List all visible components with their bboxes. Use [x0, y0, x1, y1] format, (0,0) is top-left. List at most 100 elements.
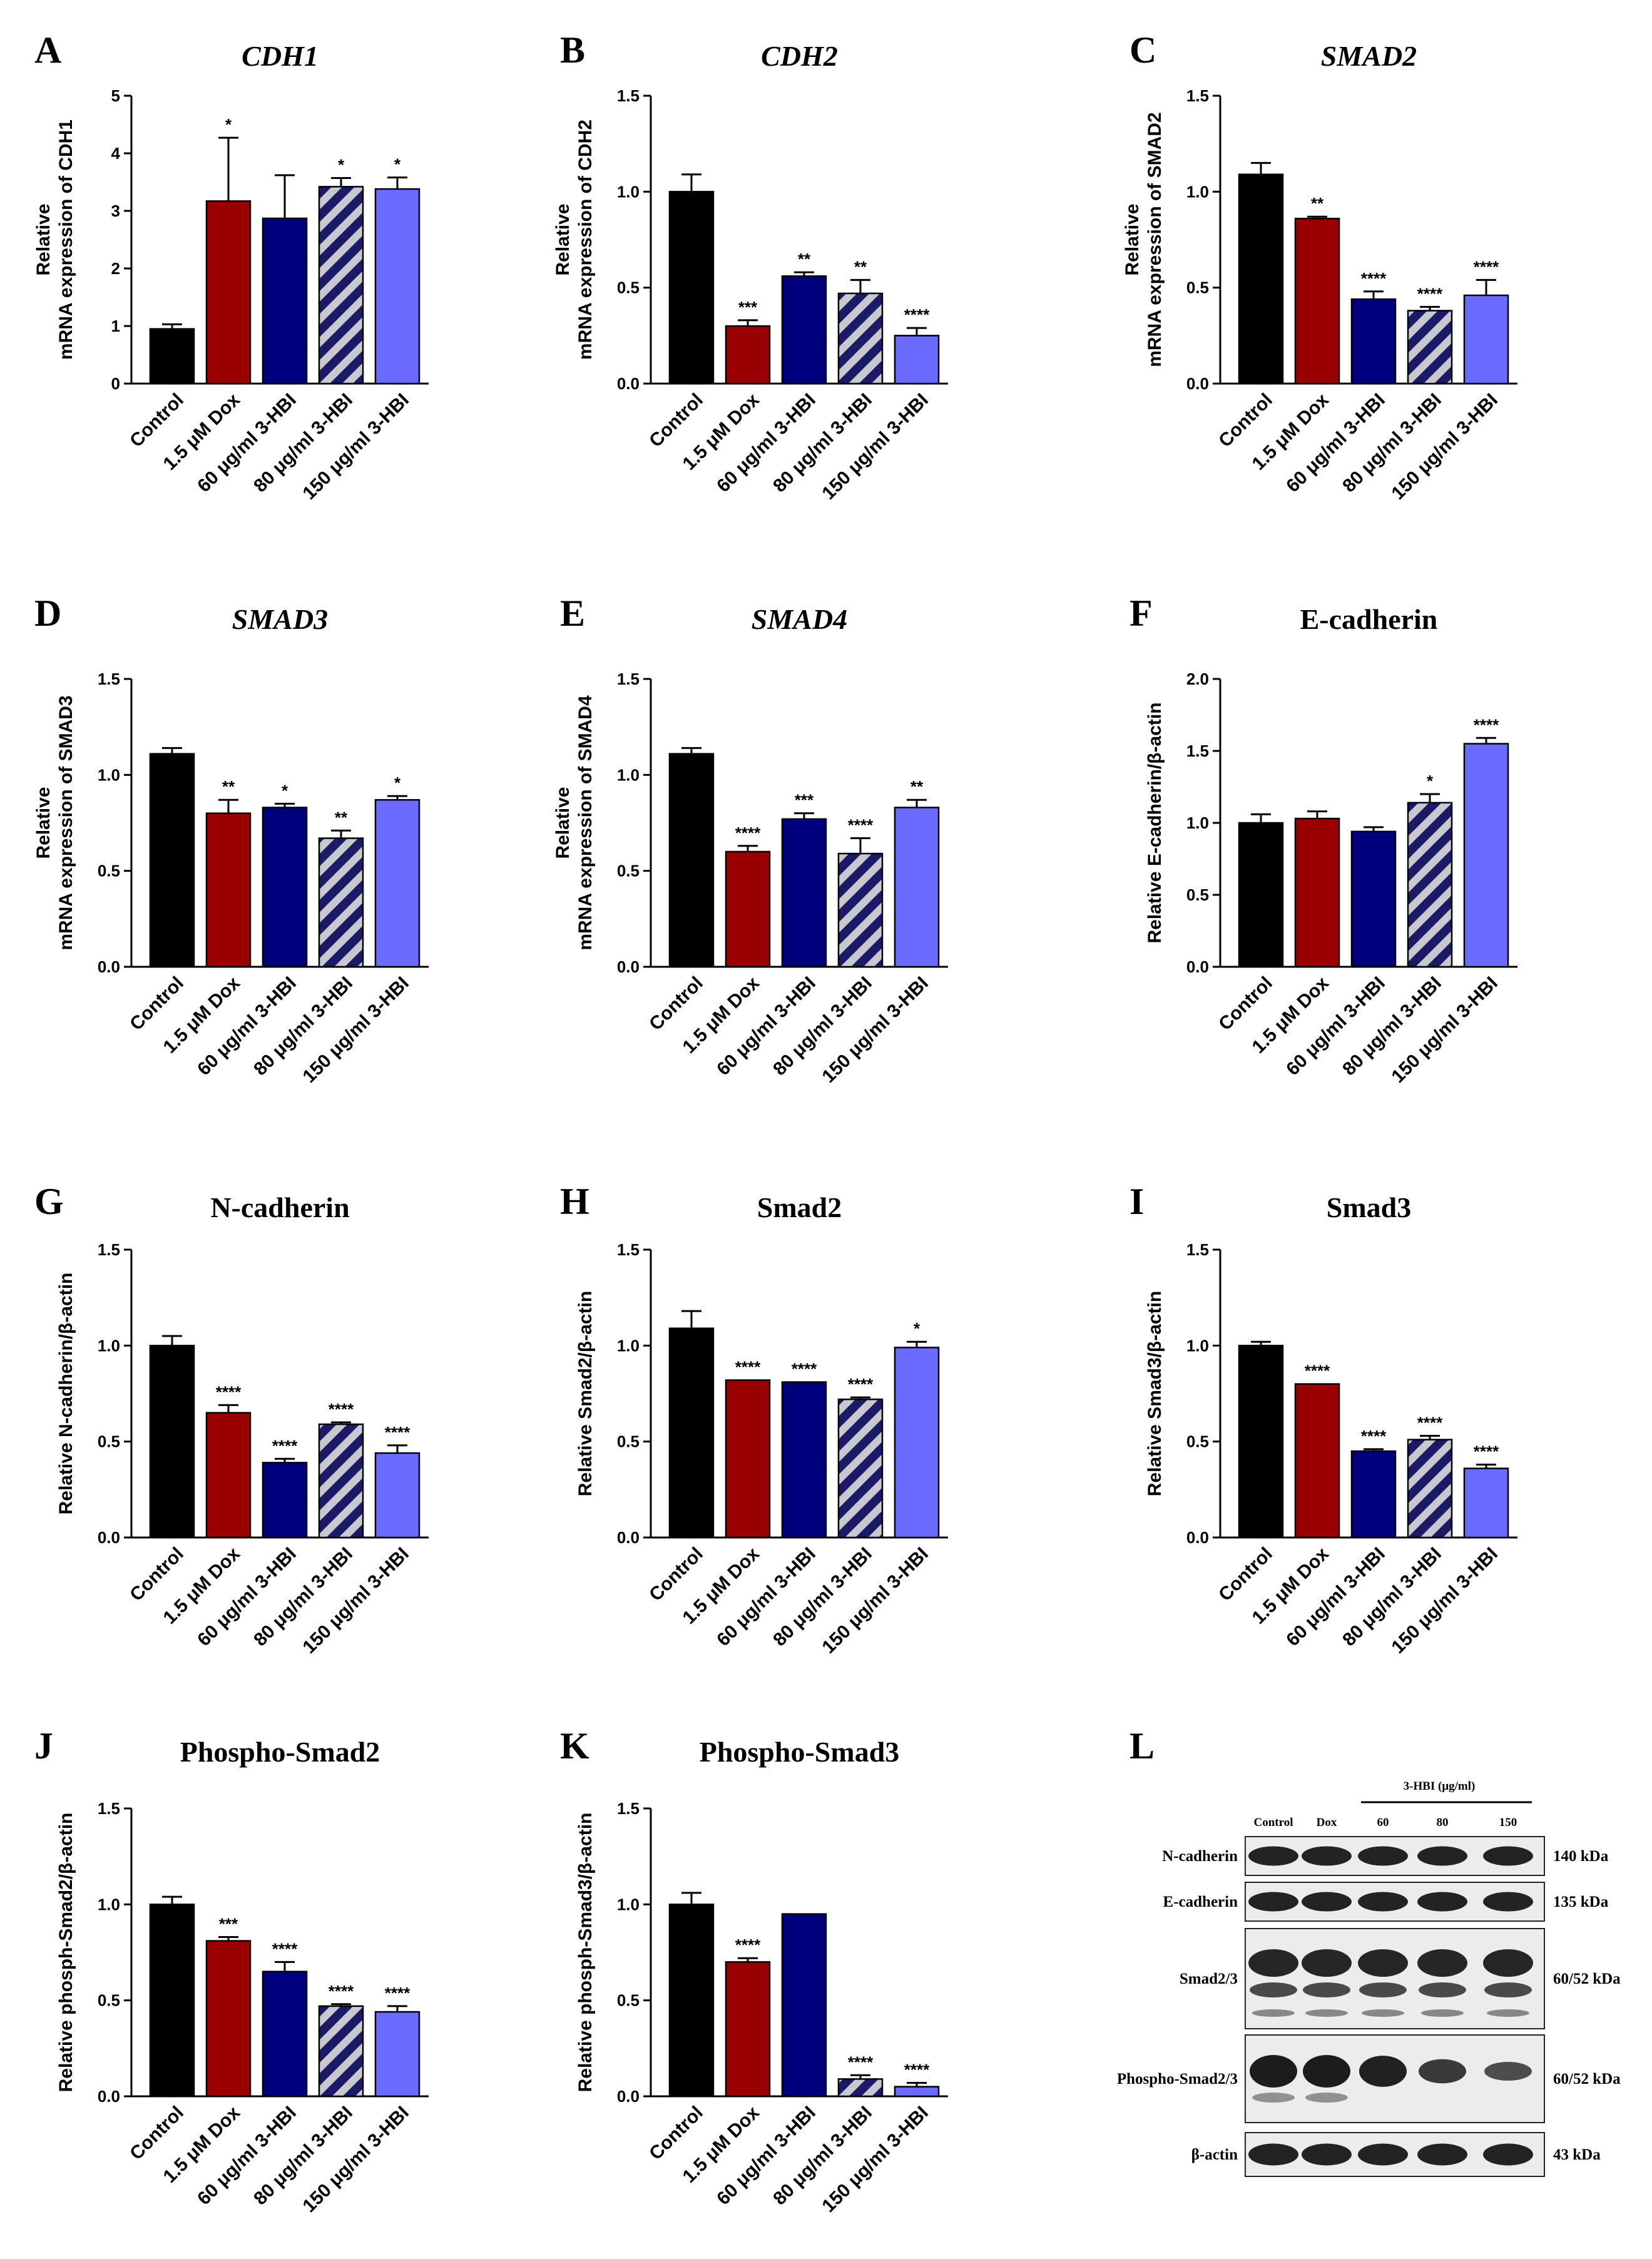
bar-dox — [725, 325, 771, 385]
blot-band — [1417, 1949, 1467, 1977]
chart-title: Smad2 — [757, 1191, 842, 1223]
y-axis-label: Relative N-cadherin/β-actin — [56, 1273, 76, 1515]
x-category-label: 80 μg/ml 3-HBI — [1338, 973, 1446, 1080]
panel-letter: L — [1129, 1725, 1155, 1767]
lane-label: Control — [1254, 1816, 1293, 1829]
y-tick-label: 1.5 — [98, 1799, 120, 1818]
significance-label: ** — [222, 777, 235, 796]
blot-kda-label: 60/52 kDa — [1553, 2071, 1621, 2088]
bar-dox — [1294, 1383, 1340, 1539]
y-axis-label: Relative Smad3/β-actin — [1145, 1291, 1165, 1496]
western-blot-panel: L 3-HBI (μg/ml) Control Dox 60 80 150 N-cadheri… — [1117, 1725, 1621, 2177]
blot-band — [1302, 1846, 1352, 1866]
panel-letter: F — [1129, 593, 1153, 634]
y-tick-label: 0.5 — [98, 862, 120, 880]
significance-label: **** — [848, 816, 874, 835]
y-axis-label: Relative phosph-Smad2/β-actin — [56, 1813, 76, 2093]
significance-label: **** — [904, 2061, 930, 2079]
significance-label: **** — [792, 1360, 817, 1379]
bar-hbi80 — [837, 2078, 884, 2098]
y-axis-label: mRNA expression of SMAD4 — [575, 695, 596, 951]
bar-control — [1238, 1345, 1284, 1539]
chart-title: SMAD4 — [752, 603, 847, 635]
y-tick-label: 1.0 — [617, 765, 640, 784]
bar-hbi80 — [837, 852, 884, 968]
chart-panel-f: F E-cadherin 0.0 0.5 1.0 1.5 2.0 Relative E-cad… — [1129, 593, 1517, 1087]
bar-control — [1238, 822, 1284, 968]
y-axis-label: Relative — [553, 203, 573, 275]
significance-label: **** — [904, 305, 930, 324]
bar-control — [668, 1904, 715, 2098]
chart-panel-a: A CDH1 0 1 2 3 4 5 Relative mRNA expression of CD… — [33, 29, 429, 504]
blot-band — [1417, 1846, 1467, 1866]
blot-band — [1302, 1949, 1352, 1977]
bar-hbi60 — [262, 1971, 308, 2098]
significance-label: ** — [910, 777, 924, 796]
bar-control — [149, 1904, 195, 2098]
blot-band — [1419, 1982, 1466, 1997]
significance-label: **** — [1361, 269, 1387, 288]
blot-band — [1483, 1949, 1533, 1977]
y-tick-label: 1.0 — [1186, 1336, 1209, 1355]
blot-band — [1484, 2062, 1532, 2081]
y-tick-label: 1.5 — [617, 670, 640, 688]
x-category-label: 60 μg/ml 3-HBI — [1282, 973, 1389, 1080]
panel-letter: D — [34, 593, 61, 634]
chart-title: N-cadherin — [210, 1191, 349, 1223]
x-category-label: 80 μg/ml 3-HBI — [250, 973, 357, 1080]
panel-letter: K — [560, 1725, 589, 1767]
blot-band — [1362, 2009, 1404, 2017]
bar-hbi60 — [781, 818, 827, 968]
significance-label: ** — [1311, 194, 1324, 213]
blot-kda-label: 60/52 kDa — [1553, 1971, 1621, 1987]
x-category-label: 150 μg/ml 3-HBI — [1387, 973, 1501, 1087]
y-tick-label: 1.5 — [617, 86, 640, 105]
blot-band — [1483, 1846, 1533, 1866]
y-tick-label: 0.5 — [617, 862, 640, 880]
blot-band — [1358, 2143, 1408, 2166]
bar-hbi60 — [262, 807, 308, 968]
panel-letter: A — [34, 29, 61, 71]
bar-dox — [725, 1379, 771, 1539]
significance-label: **** — [1361, 1427, 1387, 1446]
y-axis-label: mRNA expression of CDH1 — [56, 120, 76, 360]
x-category-label: 60 μg/ml 3-HBI — [713, 2103, 820, 2210]
bar-hbi150 — [1463, 743, 1509, 968]
chart-title: E-cadherin — [1300, 603, 1438, 635]
bar-hbi60 — [1350, 1450, 1397, 1539]
bar-control — [668, 191, 715, 385]
blot-kda-label: 43 kDa — [1553, 2146, 1601, 2163]
chart-panel-j: J Phospho-Smad2 0.0 0.5 1.0 1.5 Relative phosp… — [34, 1725, 429, 2216]
panel-letter: B — [560, 29, 585, 71]
y-tick-label: 0.0 — [617, 2087, 640, 2106]
y-tick-label: 1.5 — [1186, 742, 1209, 760]
y-tick-label: 1.0 — [617, 182, 640, 201]
y-tick-label: 0.0 — [98, 957, 120, 976]
y-tick-label: 1.5 — [617, 1799, 640, 1818]
x-category-label: 80 μg/ml 3-HBI — [250, 1544, 357, 1651]
y-tick-label: 1.0 — [98, 1895, 120, 1914]
y-tick-label: 1.5 — [98, 670, 120, 688]
x-category-label: 80 μg/ml 3-HBI — [1338, 1544, 1446, 1651]
y-tick-label: 0.0 — [1186, 374, 1209, 393]
y-tick-label: 0.0 — [98, 1528, 120, 1547]
y-axis-label: mRNA expression of CDH2 — [575, 120, 596, 360]
significance-label: * — [394, 155, 401, 174]
lane-group-label: 3-HBI (μg/ml) — [1404, 1780, 1476, 1793]
x-category-label: 150 μg/ml 3-HBI — [298, 2103, 412, 2216]
significance-label: **** — [848, 2052, 874, 2071]
panel-letter: G — [34, 1181, 64, 1222]
bar-hbi80 — [837, 292, 884, 385]
bar-hbi150 — [374, 188, 421, 385]
y-tick-label: 1.0 — [1186, 813, 1209, 832]
blot-row-label: Phospho-Smad2/3 — [1117, 2071, 1238, 2088]
y-tick-label: 0.0 — [617, 374, 640, 393]
panel-letter: C — [1129, 29, 1156, 71]
blot-row: N-cadherin 140 kDa — [1162, 1836, 1609, 1876]
y-tick-label: 1.0 — [98, 765, 120, 784]
chart-title: Phospho-Smad3 — [700, 1736, 900, 1768]
bar-hbi150 — [894, 335, 940, 385]
chart-panel-e: E SMAD4 0.0 0.5 1.0 1.5 Relative mRNA expressio… — [553, 593, 948, 1087]
blot-band — [1248, 1846, 1298, 1866]
